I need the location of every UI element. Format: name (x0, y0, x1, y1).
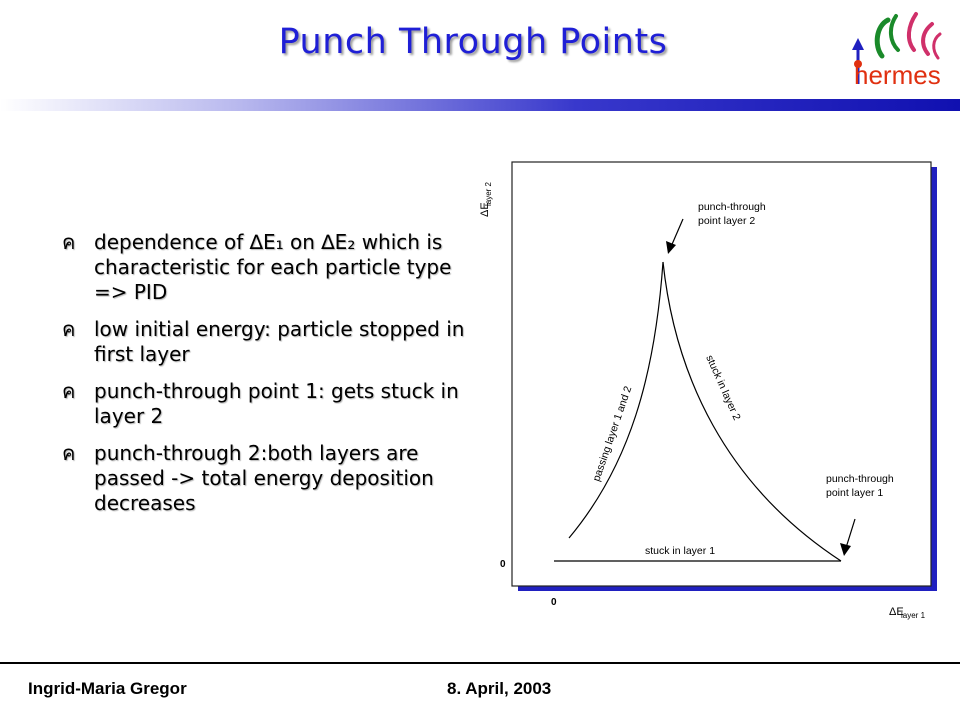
arrowhead-pt2-icon (666, 241, 676, 254)
bullet-item: ค dependence of ∆E₁ on ∆E₂ which is char… (62, 230, 482, 305)
bullet-text: low initial energy: particle stopped in … (94, 317, 465, 366)
logo-text: hermes (854, 60, 941, 90)
pt2-label-line2: point layer 2 (698, 215, 755, 227)
x-zero-label: 0 (551, 597, 557, 608)
x-axis-sub: layer 1 (901, 611, 926, 620)
pt1-label-line2: point layer 1 (826, 487, 883, 499)
bullet-item: ค punch-through point 1: gets stuck in l… (62, 379, 482, 429)
pt2-label-line1: punch-through (698, 201, 766, 213)
punch-through-diagram: ΔE layer 2 ΔE layer 1 0 0 punch-through … (470, 155, 950, 635)
footer-author: Ingrid-Maria Gregor (28, 679, 187, 698)
bullet-marker-icon: ค (62, 230, 76, 254)
hermes-logo: hermes (836, 6, 954, 94)
bullet-text: dependence of ∆E₁ on ∆E₂ which is charac… (94, 230, 452, 304)
x-axis-label: ΔE (889, 606, 904, 618)
title-underline-bar (0, 96, 960, 111)
pt1-label-line1: punch-through (826, 473, 894, 485)
bullet-marker-icon: ค (62, 317, 76, 341)
bullet-item: ค punch-through 2:both layers are passed… (62, 441, 482, 516)
stuck-layer1-label: stuck in layer 1 (645, 545, 715, 557)
bullet-item: ค low initial energy: particle stopped i… (62, 317, 482, 367)
footer-divider (0, 662, 960, 664)
y-axis-sub: layer 2 (484, 181, 493, 206)
y-zero-label: 0 (500, 559, 506, 570)
arrowhead-pt1-icon (840, 543, 851, 556)
bullet-text: punch-through 2:both layers are passed -… (94, 441, 434, 515)
bullet-marker-icon: ค (62, 441, 76, 465)
bullet-list: ค dependence of ∆E₁ on ∆E₂ which is char… (62, 230, 482, 528)
bullet-marker-icon: ค (62, 379, 76, 403)
footer-date: 8. April, 2003 (447, 679, 552, 698)
bullet-text: punch-through point 1: gets stuck in lay… (94, 379, 459, 428)
y-axis-label: ΔE (479, 202, 491, 217)
slide-title: Punch Through Points (278, 22, 668, 62)
passing-curve (568, 261, 664, 539)
stuck-layer2-curve (662, 261, 842, 562)
plot-frame (511, 161, 932, 587)
